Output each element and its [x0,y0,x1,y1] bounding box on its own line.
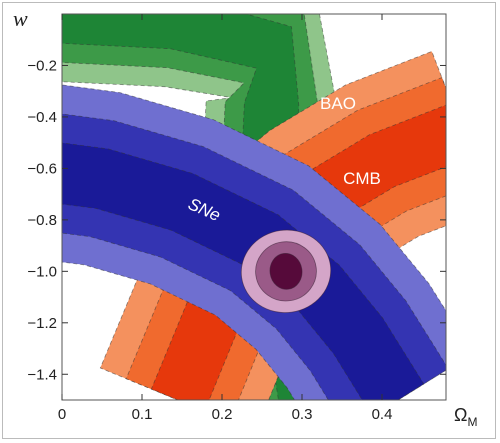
x-tick-label: 0 [58,406,66,423]
axes: 0 0.1 0.2 0.3 0.4 −0.2 −0.4 −0.6 −0.8 −1.0 −1.2 −1.… [27,14,446,423]
label-cmb: CMB [343,169,381,188]
y-tick-label: −1.4 [27,366,57,383]
y-tick-label: −1.2 [27,315,57,332]
y-tick-label: −0.8 [27,212,57,229]
y-tick-label: −0.6 [27,160,57,177]
x-axis-label: ΩM [454,405,477,429]
y-axis-label: w [13,6,28,31]
plot-frame [61,13,447,401]
x-tick-label: 0.2 [212,406,233,423]
y-tick-label: −0.2 [27,57,57,74]
y-tick-label: −0.4 [27,109,57,126]
x-tick-label: 0.3 [292,406,313,423]
label-bao: BAO [320,94,356,113]
y-tick-label: −1.0 [27,263,57,280]
x-tick-label: 0.1 [132,406,153,423]
region-sne-contour-3 [62,142,425,400]
plot-regions [62,14,446,400]
combined-constraint [240,229,332,314]
x-tick-label: 0.4 [372,406,393,423]
combined-contour-3 [269,252,303,290]
